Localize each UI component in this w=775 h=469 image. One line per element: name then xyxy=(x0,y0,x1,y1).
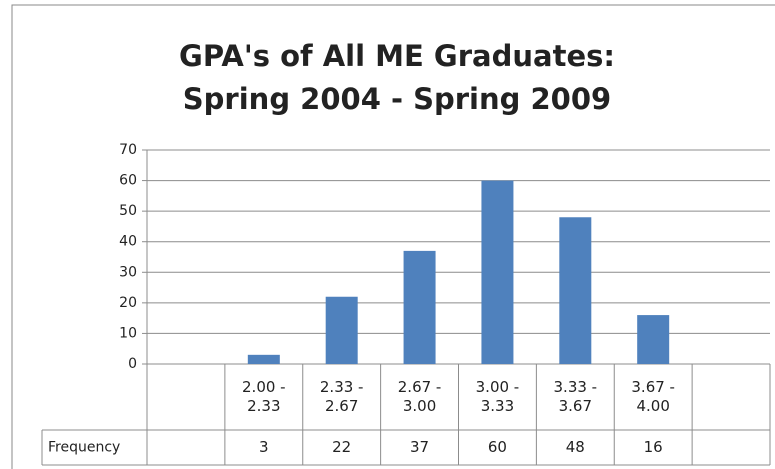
bar xyxy=(637,315,670,364)
cell-wrap: 2.67 - 3.00 xyxy=(381,364,459,430)
table-value: 60 xyxy=(488,438,507,456)
chart-frame xyxy=(11,4,775,469)
bar xyxy=(403,250,436,364)
legend-label: Frequency xyxy=(48,440,120,456)
cell-wrap: 2.00 - 2.33 xyxy=(225,364,303,430)
table-cell: 2.67 - 3.00 xyxy=(381,364,459,430)
cell-wrap: 3.00 - 3.33 xyxy=(459,364,537,430)
table-cell: 3.33 - 3.67 xyxy=(536,364,614,430)
x-tick-label: 2.00 - 2.33 xyxy=(242,378,286,415)
cell-wrap: 2.33 - 2.67 xyxy=(303,364,381,430)
y-tick-label: 20 xyxy=(119,295,137,311)
table-value: 3 xyxy=(259,438,269,456)
bar xyxy=(325,296,358,364)
y-tick-label: 70 xyxy=(119,142,137,158)
table-value: 48 xyxy=(566,438,585,456)
chart-title: Spring 2004 - Spring 2009 xyxy=(183,82,611,116)
x-tick-label: 2.33 - 2.67 xyxy=(319,378,364,415)
table-value: 37 xyxy=(410,438,429,456)
y-tick-label: 50 xyxy=(119,203,137,219)
bar xyxy=(559,217,592,364)
cell-wrap: 3.67 - 4.00 xyxy=(614,364,692,430)
x-tick-label: 3.00 - 3.33 xyxy=(475,378,520,415)
table-cell: 2.00 - 2.33 xyxy=(225,364,303,430)
x-tick-label: 3.67 - 4.00 xyxy=(631,378,675,415)
table-cell: 3.00 - 3.33 xyxy=(459,364,537,430)
y-tick-label: 60 xyxy=(119,173,137,189)
table-cell: 3.67 - 4.00 xyxy=(614,364,692,430)
bar xyxy=(481,180,514,364)
x-tick-label: 2.67 - 3.00 xyxy=(397,378,442,415)
chart-title: GPA's of All ME Graduates: xyxy=(179,39,615,73)
y-tick-label: 40 xyxy=(119,234,137,250)
table-value: 22 xyxy=(332,438,351,456)
y-tick-label: 10 xyxy=(119,325,137,341)
table-cell: 2.33 - 2.67 xyxy=(303,364,381,430)
cell-wrap: 3.33 - 3.67 xyxy=(536,364,614,430)
x-tick-label: 3.33 - 3.67 xyxy=(553,378,598,415)
table-value: 16 xyxy=(644,438,663,456)
bar xyxy=(247,354,280,364)
y-tick-label: 30 xyxy=(119,264,137,280)
y-tick-label: 0 xyxy=(128,356,137,372)
